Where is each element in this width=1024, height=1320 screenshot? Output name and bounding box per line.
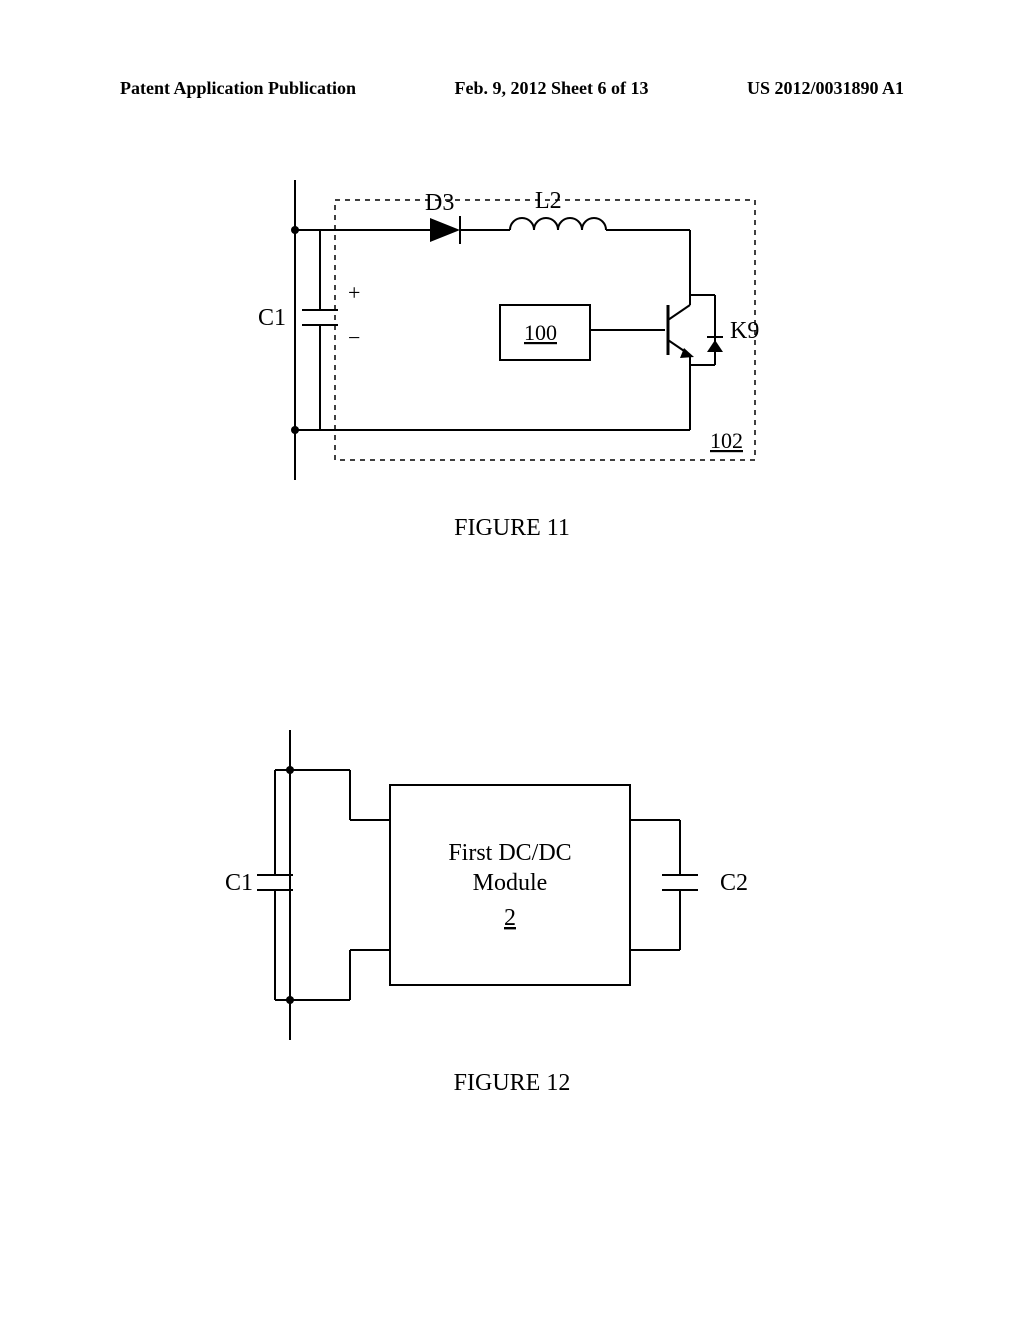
- label-minus: −: [348, 325, 360, 350]
- header-center: Feb. 9, 2012 Sheet 6 of 13: [455, 78, 649, 99]
- box-line2: Module: [473, 870, 548, 896]
- box-line1: First DC/DC: [448, 840, 571, 866]
- figure-12-svg: C1 First DC/DC Module 2 C2: [0, 710, 1024, 1050]
- header-left: Patent Application Publication: [120, 78, 356, 99]
- igbt-slant1: [668, 305, 690, 320]
- label-100: 100: [524, 320, 557, 345]
- diode-d3-triangle: [430, 218, 460, 242]
- box-num: 2: [504, 905, 516, 931]
- label-c1: C1: [258, 305, 286, 331]
- label-k9: K9: [730, 318, 759, 344]
- figure-12-caption: FIGURE 12: [0, 1070, 1024, 1097]
- label-c2: C2: [720, 870, 748, 896]
- figure-11-svg: C1 + − D3 L2: [0, 180, 1024, 500]
- label-d3: D3: [425, 190, 454, 216]
- label-plus: +: [348, 280, 360, 305]
- label-102: 102: [710, 428, 743, 453]
- header-right: US 2012/0031890 A1: [747, 78, 904, 99]
- inductor-l2: [510, 218, 606, 230]
- figure-11-container: C1 + − D3 L2: [0, 180, 1024, 542]
- label-l2: L2: [535, 188, 562, 214]
- figure-12-container: C1 First DC/DC Module 2 C2 FIGURE 12: [0, 710, 1024, 1097]
- apd-triangle: [707, 340, 723, 352]
- label-c1: C1: [225, 870, 253, 896]
- page-header: Patent Application Publication Feb. 9, 2…: [0, 78, 1024, 99]
- figure-11-caption: FIGURE 11: [0, 515, 1024, 542]
